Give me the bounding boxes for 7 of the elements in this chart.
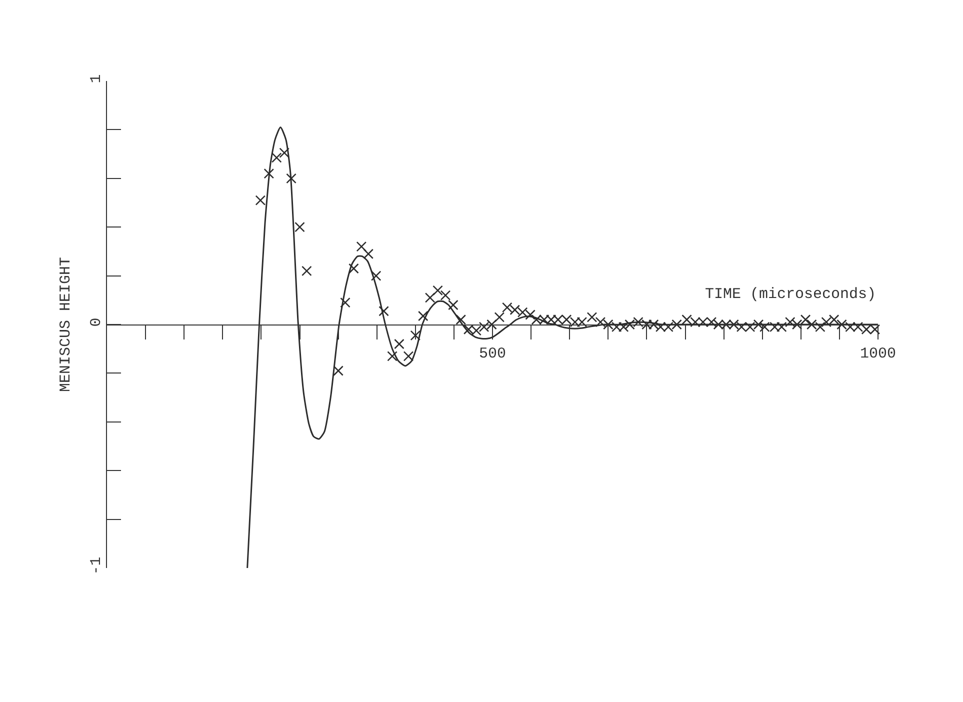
y-tick-label: 0: [88, 318, 105, 327]
x-axis-title: TIME (microseconds): [705, 286, 876, 303]
x-tick-label: 1000: [860, 346, 896, 362]
y-tick-label: 1: [88, 74, 105, 84]
y-axis-title: MENISCUS HEIGHT: [57, 256, 74, 392]
x-tick-label: 500: [478, 346, 506, 362]
y-tick-label: -1: [88, 556, 105, 575]
